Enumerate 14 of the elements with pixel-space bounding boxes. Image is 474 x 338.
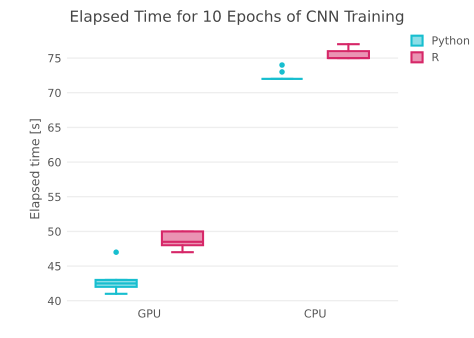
y-tick-label: 60 bbox=[48, 158, 61, 166]
y-tick-label: 55 bbox=[48, 192, 61, 202]
x-tick-label: GPU bbox=[138, 309, 160, 318]
y-tick-label: 50 bbox=[48, 227, 61, 236]
y-tick-label: 45 bbox=[48, 262, 61, 270]
chart-title: Elapsed Time for 10 Epochs of CNN Training bbox=[70, 10, 404, 25]
legend-label: R bbox=[432, 53, 439, 62]
y-tick-label: 75 bbox=[48, 54, 61, 62]
y-tick-label: 70 bbox=[48, 88, 61, 98]
y-axis-title: Elapsed time [s] bbox=[30, 119, 42, 219]
legend-label: Python bbox=[432, 36, 470, 47]
y-tick-label: 65 bbox=[48, 123, 61, 132]
y-tick-label: 40 bbox=[48, 296, 61, 306]
x-tick-label: CPU bbox=[304, 309, 326, 318]
